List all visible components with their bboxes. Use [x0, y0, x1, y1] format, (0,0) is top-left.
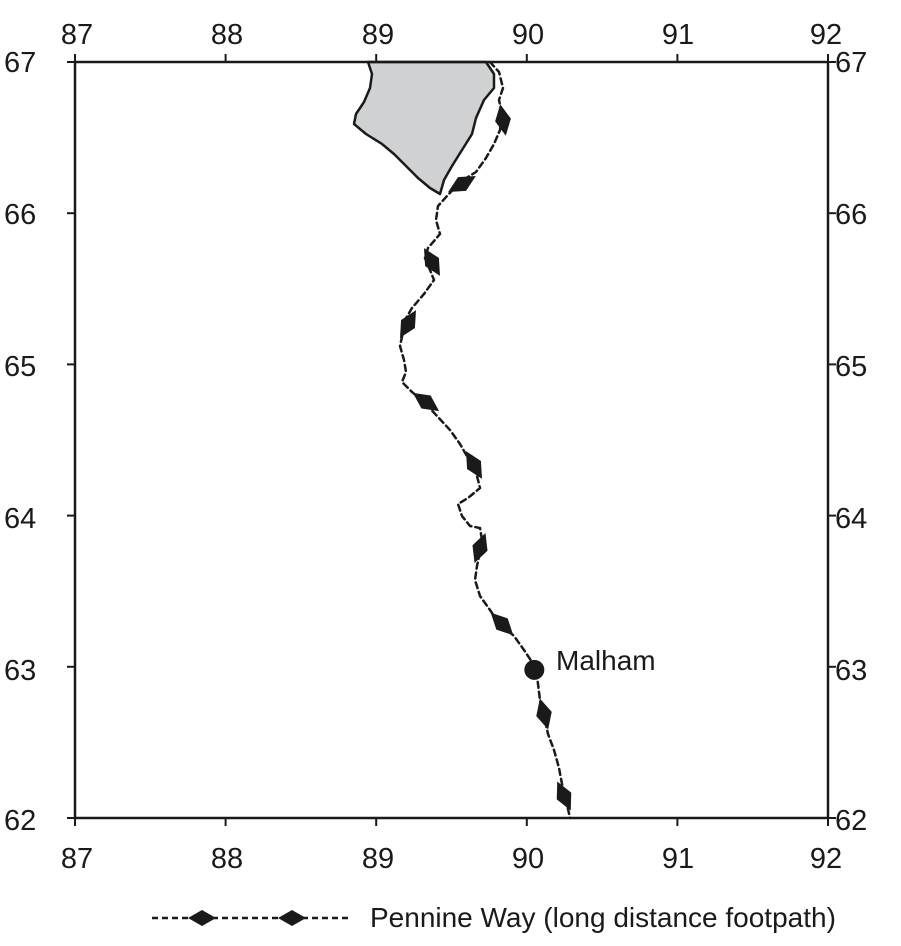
x-tick-label-top: 89 [362, 19, 394, 51]
lake-area [352, 60, 496, 196]
footpath-diamond-icon [472, 532, 488, 564]
x-tick-label-top: 92 [810, 19, 842, 51]
y-tick-label-left: 65 [4, 351, 36, 383]
x-tick-label-bottom: 90 [512, 843, 544, 875]
x-tick-label-bottom: 92 [810, 843, 842, 875]
x-tick-label-top: 87 [61, 19, 93, 51]
footpath-diamond-icon [495, 104, 511, 136]
malham-point-icon [524, 659, 545, 680]
x-tick-label-bottom: 87 [61, 843, 93, 875]
malham-label: Malham [556, 645, 656, 676]
footpath-diamond-icon [556, 781, 572, 811]
footpath-markers [400, 104, 572, 811]
x-tick-label-top: 90 [512, 19, 544, 51]
footpath-diamond-icon [448, 176, 476, 192]
footpath-legend-icon [152, 910, 348, 926]
y-tick-label-right: 67 [835, 47, 867, 79]
legend-label: Pennine Way (long distance footpath) [370, 902, 836, 933]
y-tick-label-left: 66 [4, 199, 36, 231]
y-tick-label-left: 67 [4, 47, 36, 79]
y-tick-label-right: 65 [835, 351, 867, 383]
y-tick-label-right: 64 [835, 503, 867, 535]
y-tick-label-left: 64 [4, 503, 36, 535]
footpath-diamond-icon [400, 310, 416, 338]
footpath-diamond-icon [466, 451, 482, 479]
y-tick-label-right: 66 [835, 199, 867, 231]
y-tick-label-right: 62 [835, 805, 867, 837]
x-tick-label-bottom: 89 [362, 843, 394, 875]
y-tick-label-left: 63 [4, 655, 36, 687]
x-tick-label-bottom: 88 [211, 843, 243, 875]
x-tick-label-top: 88 [211, 19, 243, 51]
legend: Pennine Way (long distance footpath) [150, 896, 836, 940]
map-frame [73, 60, 830, 820]
footpath-diamond-icon [536, 698, 552, 730]
footpath-diamond-icon [412, 392, 440, 412]
x-tick-label-top: 91 [662, 19, 694, 51]
footpath-diamond-icon [424, 248, 440, 276]
x-tick-label-bottom: 91 [662, 843, 694, 875]
axis-ticks [67, 54, 836, 826]
y-tick-label-right: 63 [835, 655, 867, 687]
y-tick-label-left: 62 [4, 805, 36, 837]
